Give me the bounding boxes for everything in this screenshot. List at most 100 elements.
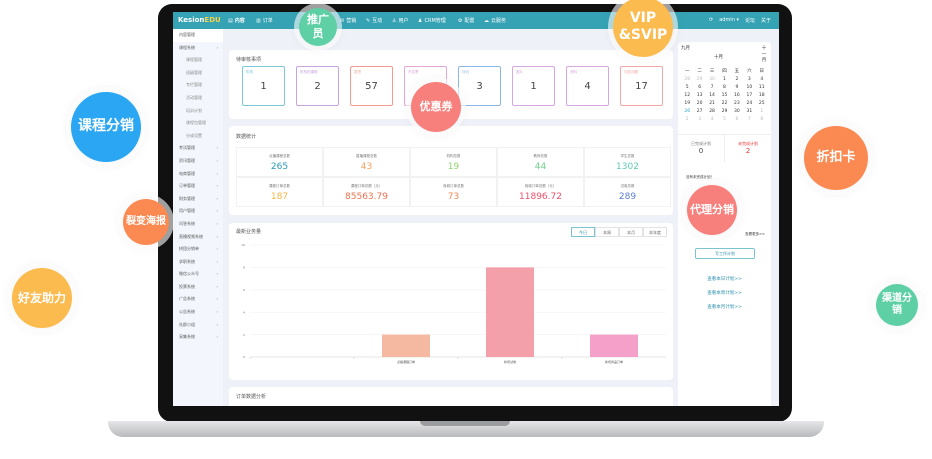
- calendar-day[interactable]: 9: [735, 85, 739, 90]
- calendar-day[interactable]: 7: [710, 85, 714, 90]
- calendar-day[interactable]: 29: [721, 109, 728, 114]
- calendar-day[interactable]: 10: [746, 85, 753, 90]
- refresh-icon[interactable]: ⟳: [709, 17, 714, 23]
- tab-0[interactable]: 今日: [571, 227, 595, 237]
- calendar-day[interactable]: 29: [696, 77, 703, 82]
- pending-card[interactable]: 评价 3: [458, 66, 501, 106]
- sidebar-item[interactable]: 社群小组: [173, 319, 223, 332]
- nav-item-2[interactable]: ✉ 营销: [340, 17, 356, 24]
- calendar-day[interactable]: 18: [758, 93, 765, 98]
- sidebar-item[interactable]: 订单管理: [173, 180, 223, 193]
- bar[interactable]: [486, 267, 534, 357]
- sidebar-item[interactable]: 内容管理: [173, 29, 223, 42]
- calendar-day[interactable]: 1: [760, 109, 764, 114]
- calendar-day[interactable]: 24: [746, 101, 753, 106]
- pending-card[interactable]: 发货 57: [350, 66, 393, 106]
- calendar-day[interactable]: 14: [709, 93, 715, 98]
- calendar-day[interactable]: 6: [698, 85, 702, 90]
- sidebar-item[interactable]: 直播视频系统: [173, 231, 223, 244]
- sidebar-item[interactable]: 采集系统: [173, 331, 223, 344]
- nav-item-1[interactable]: ▥ 订单: [256, 17, 273, 24]
- calendar-day[interactable]: 23: [734, 101, 740, 106]
- tab-2[interactable]: 本月: [619, 227, 643, 237]
- calendar-day[interactable]: 2: [685, 117, 689, 122]
- calendar-day[interactable]: 8: [760, 117, 764, 122]
- pending-card[interactable]: 图片 1: [512, 66, 555, 106]
- pending-card[interactable]: 机构的课程 2: [296, 66, 339, 106]
- calendar-day[interactable]: 21: [709, 101, 715, 106]
- calendar-day[interactable]: 7: [747, 117, 751, 122]
- sidebar-item[interactable]: 用户管理: [173, 205, 223, 218]
- calendar-day[interactable]: 3: [747, 77, 751, 82]
- bar[interactable]: [590, 334, 638, 357]
- calendar-day[interactable]: 8: [723, 85, 726, 90]
- calendar-day[interactable]: 3: [698, 117, 702, 122]
- tab-3[interactable]: 本年度: [643, 227, 667, 237]
- sidebar-item[interactable]: 课程管理: [186, 57, 202, 63]
- calendar-day[interactable]: 25: [758, 101, 765, 106]
- admin-menu[interactable]: admin ▾: [719, 17, 739, 23]
- sidebar-item[interactable]: 求职系统: [173, 256, 223, 269]
- calendar-day[interactable]: 28: [684, 77, 691, 82]
- calendar-day[interactable]: 19: [684, 101, 691, 106]
- calendar-day[interactable]: 28: [709, 109, 715, 114]
- calendar-day[interactable]: 5: [723, 117, 726, 122]
- sidebar-item[interactable]: 投票系统: [173, 281, 223, 294]
- calendar-day[interactable]: 15: [721, 93, 728, 98]
- sidebar-item[interactable]: 资讯管理: [173, 155, 223, 168]
- sidebar-item[interactable]: 课程包管理: [186, 120, 206, 126]
- calendar-day[interactable]: 5: [685, 85, 689, 90]
- day-plan-link[interactable]: 查看本日计划>>: [707, 277, 742, 282]
- sidebar-item[interactable]: 培训计划: [186, 107, 202, 113]
- sidebar-item[interactable]: 财务管理: [173, 193, 223, 206]
- more-link[interactable]: 查看更多>>: [745, 232, 765, 236]
- link-forum[interactable]: 论坛: [744, 18, 755, 24]
- calendar-day[interactable]: 12: [684, 93, 691, 98]
- prev-month[interactable]: 九月: [681, 46, 690, 51]
- nav-item-4[interactable]: ♙ 用户: [392, 17, 409, 24]
- sidebar-item[interactable]: 问答系统: [173, 218, 223, 231]
- calendar-day[interactable]: 31: [746, 109, 753, 114]
- tab-1[interactable]: 本周: [595, 227, 619, 237]
- bar[interactable]: [382, 334, 430, 357]
- pending-card[interactable]: 机构 1: [242, 66, 285, 106]
- calendar-day[interactable]: 11: [758, 85, 765, 90]
- calendar-day[interactable]: 20: [696, 101, 703, 106]
- sidebar-item[interactable]: 班级管理: [186, 69, 202, 75]
- nav-item-6[interactable]: ⚙ 配置: [458, 17, 475, 24]
- calendar-day[interactable]: 6: [735, 117, 739, 122]
- nav-item-3[interactable]: ✎ 互动: [366, 17, 382, 24]
- calendar-day[interactable]: 1: [723, 77, 726, 82]
- calendar-day[interactable]: 4: [760, 77, 764, 82]
- sidebar-item[interactable]: 专栏管理: [186, 82, 202, 88]
- link-about[interactable]: 关于: [760, 18, 771, 24]
- pending-card[interactable]: 资料 4: [566, 66, 609, 106]
- pending-card[interactable]: 问答问题 17: [620, 66, 663, 106]
- calendar-day[interactable]: 16: [734, 93, 740, 98]
- calendar-day[interactable]: 2: [735, 77, 739, 82]
- calendar-day[interactable]: 17: [746, 93, 753, 98]
- calendar-day[interactable]: 13: [696, 93, 703, 98]
- sidebar-item[interactable]: 课程系统: [173, 42, 223, 55]
- sidebar-item[interactable]: 拼团分销单: [173, 243, 223, 256]
- nav-item-5[interactable]: ♟ CRM管理: [418, 17, 446, 24]
- sidebar-item[interactable]: 活动管理: [186, 94, 202, 100]
- sidebar-item[interactable]: 电商管理: [173, 168, 223, 181]
- month-plan-link[interactable]: 查看本月计划>>: [707, 305, 742, 310]
- next-month[interactable]: 十一月: [761, 46, 767, 63]
- calendar-day[interactable]: 4: [710, 117, 714, 122]
- nav-item-7[interactable]: ☁ 云服务: [484, 17, 506, 24]
- nav-item-0[interactable]: ▤ 内容: [228, 17, 245, 24]
- calendar-day[interactable]: 30: [734, 109, 740, 114]
- calendar-day[interactable]: 22: [721, 101, 728, 106]
- write-plan-button[interactable]: 写工作计划: [695, 248, 755, 259]
- sidebar-item[interactable]: 公告系统: [173, 306, 223, 319]
- sidebar-item[interactable]: 微信公众号: [173, 268, 223, 281]
- calendar-day[interactable]: 26: [684, 109, 691, 114]
- calendar-day[interactable]: 27: [696, 109, 703, 114]
- week-plan-link[interactable]: 查看本周计划>>: [707, 291, 742, 296]
- sidebar-item[interactable]: 考试管理: [173, 142, 223, 155]
- calendar-day[interactable]: 30: [709, 77, 715, 82]
- sidebar-item[interactable]: 广告系统: [173, 293, 223, 306]
- sidebar-item[interactable]: 分成设置: [186, 132, 202, 138]
